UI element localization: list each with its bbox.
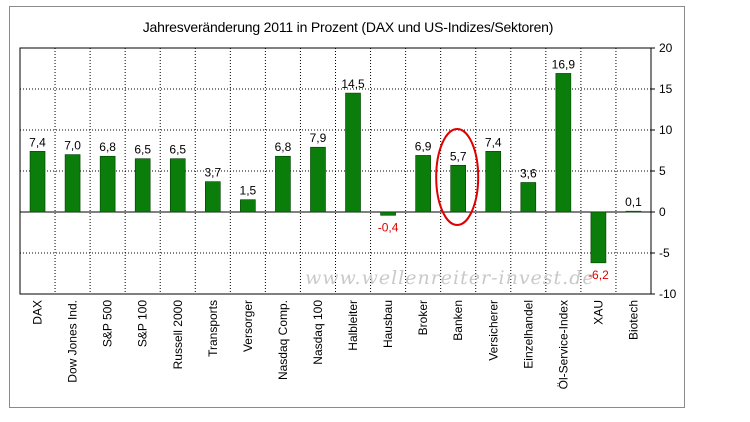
category-label: Nasdaq Comp.: [276, 300, 290, 380]
bar: [169, 158, 186, 213]
data-label: 6,8: [99, 140, 116, 154]
bar: [625, 210, 642, 213]
category-label: Banken: [451, 300, 465, 341]
category-label: Halbleiter: [346, 300, 360, 351]
chart-title: Jahresveränderung 2011 in Prozent (DAX u…: [142, 19, 554, 35]
bar: [520, 182, 537, 213]
bar: [310, 146, 326, 213]
data-label: 7,0: [64, 139, 81, 153]
bar: [485, 151, 502, 213]
bar: [380, 211, 396, 216]
category-label: S&P 100: [136, 300, 150, 347]
bar: [205, 181, 221, 213]
data-label: 7,4: [485, 135, 502, 149]
data-label: -6,2: [588, 268, 609, 282]
category-label: Versicherer: [486, 300, 500, 361]
category-label: Versorger: [241, 300, 255, 352]
data-label: 16,9: [552, 57, 576, 71]
y-tick-label: 0: [659, 205, 666, 219]
data-label: 6,5: [134, 143, 151, 157]
category-label: Transports: [206, 300, 220, 357]
category-label: Broker: [416, 300, 430, 335]
y-tick-label: 5: [659, 164, 666, 178]
y-tick-label: -10: [659, 287, 677, 301]
data-label: 7,4: [29, 135, 46, 149]
bar: [29, 151, 46, 213]
y-tick-label: 15: [659, 82, 673, 96]
bar: [275, 155, 291, 213]
bar: [99, 155, 116, 213]
category-label: Hausbau: [381, 300, 395, 348]
category-label: Öl-Service-Index: [556, 300, 570, 389]
category-label: Dow Jones Ind.: [66, 300, 80, 383]
category-label: XAU: [591, 300, 605, 325]
data-label: 14,5: [341, 77, 365, 91]
watermark: www.wellenreiter-invest.de: [305, 267, 595, 289]
bar: [590, 211, 607, 264]
bar: [240, 199, 256, 213]
y-tick-label: 10: [659, 123, 673, 137]
category-label: Biotech: [626, 300, 640, 340]
data-label: -0,4: [378, 220, 399, 234]
data-label: 7,9: [310, 131, 327, 145]
bar: [134, 158, 151, 213]
data-label: 3,6: [520, 166, 537, 180]
bar: [64, 154, 81, 213]
bar: [555, 73, 572, 213]
category-label: Russell 2000: [171, 300, 185, 370]
data-label: 3,7: [204, 166, 221, 180]
data-label: 0,1: [625, 195, 642, 209]
highlight-ellipse: [435, 128, 480, 226]
y-tick-label: 20: [659, 41, 673, 55]
data-label: 6,8: [275, 140, 292, 154]
y-tick-label: -5: [659, 246, 670, 260]
category-label: Nasdaq 100: [311, 300, 325, 365]
data-label: 1,5: [240, 184, 257, 198]
bar: [345, 92, 361, 213]
bar: [415, 155, 431, 213]
category-label: DAX: [31, 300, 45, 325]
category-label: S&P 500: [101, 300, 115, 347]
data-label: 5,7: [450, 149, 467, 163]
bar: [450, 164, 466, 213]
category-label: Einzelhandel: [521, 300, 535, 369]
data-label: 6,9: [415, 139, 432, 153]
data-label: 6,5: [169, 143, 186, 157]
